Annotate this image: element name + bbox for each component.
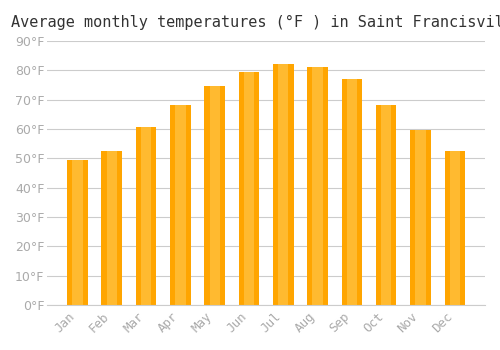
Bar (204, 86, 225, 305)
Bar (106, 151, 117, 305)
Bar (136, 127, 156, 305)
Bar (342, 79, 362, 305)
Bar (410, 131, 431, 305)
Bar (416, 131, 426, 305)
Bar (444, 151, 465, 305)
Bar (72, 160, 83, 305)
Title: Average monthly temperatures (°F ) in Saint Francisville: Average monthly temperatures (°F ) in Sa… (10, 15, 500, 30)
Bar (244, 72, 254, 305)
Bar (102, 151, 122, 305)
Bar (376, 105, 396, 305)
Bar (312, 67, 322, 305)
Bar (278, 64, 288, 305)
Bar (273, 64, 293, 305)
Bar (210, 86, 220, 305)
Bar (347, 79, 357, 305)
Bar (238, 72, 260, 305)
Bar (141, 127, 151, 305)
Bar (308, 67, 328, 305)
Bar (170, 105, 190, 305)
Bar (450, 151, 460, 305)
Bar (381, 105, 392, 305)
Bar (175, 105, 186, 305)
Bar (67, 160, 88, 305)
